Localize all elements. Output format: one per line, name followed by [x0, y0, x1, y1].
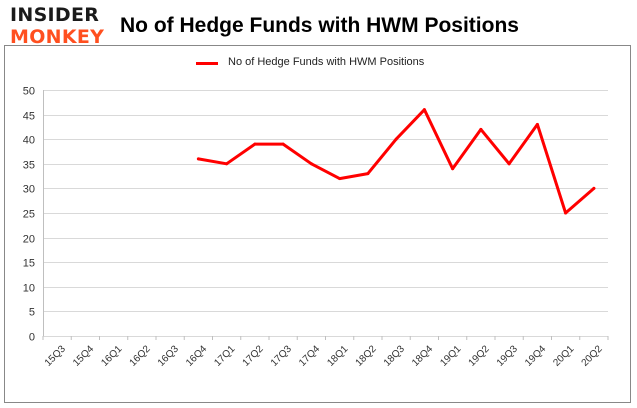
x-tick-label: 17Q2	[241, 343, 266, 368]
y-tick-label: 45	[23, 111, 35, 123]
data-point	[564, 211, 568, 215]
chart-title: No of Hedge Funds with HWM Positions	[120, 14, 519, 37]
x-tick-label: 17Q1	[212, 343, 237, 368]
data-point	[196, 157, 200, 161]
y-tick-label: 50	[23, 86, 35, 98]
x-tick-label: 16Q2	[128, 343, 153, 368]
data-point	[366, 172, 370, 176]
data-point	[225, 162, 229, 166]
y-tick-label: 25	[23, 209, 35, 221]
legend-label: No of Hedge Funds with HWM Positions	[228, 56, 425, 68]
y-tick-label: 30	[23, 184, 35, 196]
y-tick-label: 5	[29, 307, 35, 319]
data-point	[253, 142, 257, 146]
logo-text-top: INSIDER	[10, 4, 100, 26]
y-tick-label: 40	[23, 135, 35, 147]
x-tick-label: 18Q4	[410, 343, 435, 368]
y-tick-label: 15	[23, 258, 35, 270]
x-tick-label: 16Q1	[99, 343, 124, 368]
x-tick-label: 16Q3	[156, 343, 181, 368]
data-point	[281, 142, 285, 146]
x-tick-label: 18Q3	[382, 343, 407, 368]
x-tick-label: 20Q2	[580, 343, 605, 368]
data-point	[309, 162, 313, 166]
logo-text-bottom: MONKEY	[10, 26, 105, 48]
y-tick-label: 20	[23, 234, 35, 246]
x-tick-label: 18Q1	[325, 343, 350, 368]
y-tick-label: 35	[23, 160, 35, 172]
x-tick-label: 19Q2	[467, 343, 492, 368]
x-tick-label: 19Q4	[523, 343, 548, 368]
y-tick-label: 10	[23, 283, 35, 295]
x-tick-label: 17Q3	[269, 343, 294, 368]
x-tick-label: 19Q3	[495, 343, 520, 368]
data-point	[451, 167, 455, 171]
x-tick-label: 20Q1	[551, 343, 576, 368]
data-point	[592, 186, 596, 190]
series-line	[196, 108, 596, 215]
y-tick-label: 0	[29, 332, 35, 344]
x-tick-label: 19Q1	[438, 343, 463, 368]
insider-monkey-logo: INSIDER MONKEY	[10, 4, 120, 54]
x-tick-label: 16Q4	[184, 343, 209, 368]
x-tick-label: 18Q2	[354, 343, 379, 368]
x-tick-label: 17Q4	[297, 343, 322, 368]
data-point	[422, 108, 426, 112]
data-point	[535, 122, 539, 126]
x-tick-label: 15Q4	[71, 343, 96, 368]
data-point	[507, 162, 511, 166]
x-tick-label: 15Q3	[43, 343, 68, 368]
data-point	[338, 177, 342, 181]
chart-frame	[4, 45, 631, 403]
legend-swatch	[196, 62, 218, 65]
data-point	[479, 127, 483, 131]
data-point	[394, 137, 398, 141]
